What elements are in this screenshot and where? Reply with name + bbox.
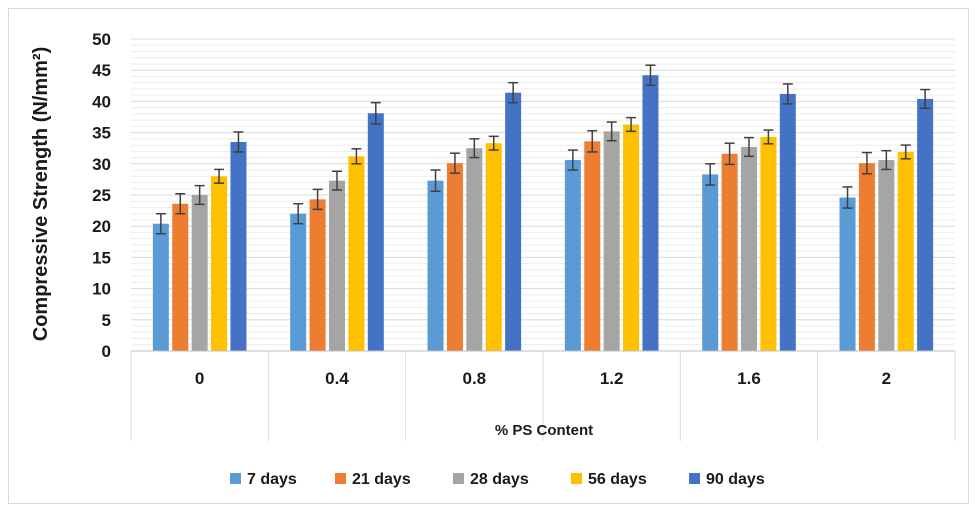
bar (741, 146, 757, 351)
x-tick-label: 0 (195, 369, 204, 388)
bar (367, 113, 384, 351)
y-tick-label: 20 (92, 217, 111, 236)
bar (623, 124, 640, 351)
bar (152, 223, 169, 351)
bar (760, 136, 777, 351)
x-tick-label: 0.8 (463, 369, 487, 388)
y-tick-label: 45 (92, 61, 111, 80)
y-tick-label: 5 (102, 311, 111, 330)
x-tick-label: 2 (882, 369, 891, 388)
bar (584, 141, 601, 351)
bar (897, 151, 914, 351)
bar (427, 180, 444, 351)
bar (329, 180, 345, 351)
y-tick-label: 25 (92, 186, 111, 205)
bar (348, 156, 365, 351)
legend-swatch (453, 473, 464, 484)
bar (290, 213, 307, 351)
legend-label: 90 days (706, 471, 765, 488)
bar (603, 131, 620, 351)
y-tick-label: 50 (92, 30, 111, 49)
y-tick-label: 15 (92, 248, 111, 267)
bar (721, 153, 738, 351)
bar (230, 141, 247, 351)
bar (191, 195, 208, 351)
legend-swatch (689, 473, 700, 484)
bars-group (152, 64, 934, 352)
legend: 7 days 21 days 28 days 56 days 90 days (230, 471, 765, 488)
legend-swatch (230, 473, 241, 484)
y-tick-label: 30 (92, 155, 111, 174)
bar (446, 163, 463, 351)
bar (505, 92, 522, 351)
bar (858, 163, 875, 351)
legend-label: 21 days (352, 471, 411, 488)
bar (564, 160, 581, 351)
bar (642, 75, 659, 351)
y-tick-label: 10 (92, 280, 111, 299)
grid-lines (131, 38, 955, 346)
bar (211, 176, 228, 351)
x-axis-title: % PS Content (495, 422, 593, 439)
bar (878, 160, 895, 351)
legend-swatch (335, 473, 346, 484)
y-tick-label: 0 (102, 342, 111, 361)
x-tick-label: 1.6 (737, 369, 761, 388)
bar (839, 197, 856, 351)
y-tick-label: 35 (92, 124, 111, 143)
x-tick-label: 0.4 (325, 369, 349, 388)
bar (466, 148, 483, 351)
legend-label: 28 days (470, 471, 529, 488)
y-tick-label: 40 (92, 92, 111, 111)
bar (917, 98, 934, 352)
bar (309, 199, 326, 351)
bar (485, 143, 502, 351)
legend-label: 56 days (588, 471, 647, 488)
bar (779, 93, 796, 352)
bar (702, 174, 719, 351)
legend-swatch (571, 473, 582, 484)
y-axis-title: Compressive Strength (N/mm²) (30, 47, 52, 342)
bar (172, 203, 189, 351)
x-tick-label: 1.2 (600, 369, 624, 388)
axes-group: 0 5 10 15 20 25 30 35 40 45 50 0 0.4 0.8 1.2 1.6 2 (92, 30, 956, 441)
legend-label: 7 days (247, 471, 297, 488)
